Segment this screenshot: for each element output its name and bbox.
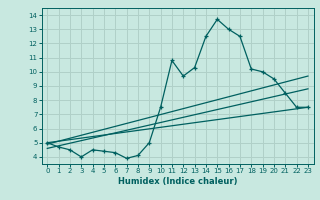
X-axis label: Humidex (Indice chaleur): Humidex (Indice chaleur) (118, 177, 237, 186)
